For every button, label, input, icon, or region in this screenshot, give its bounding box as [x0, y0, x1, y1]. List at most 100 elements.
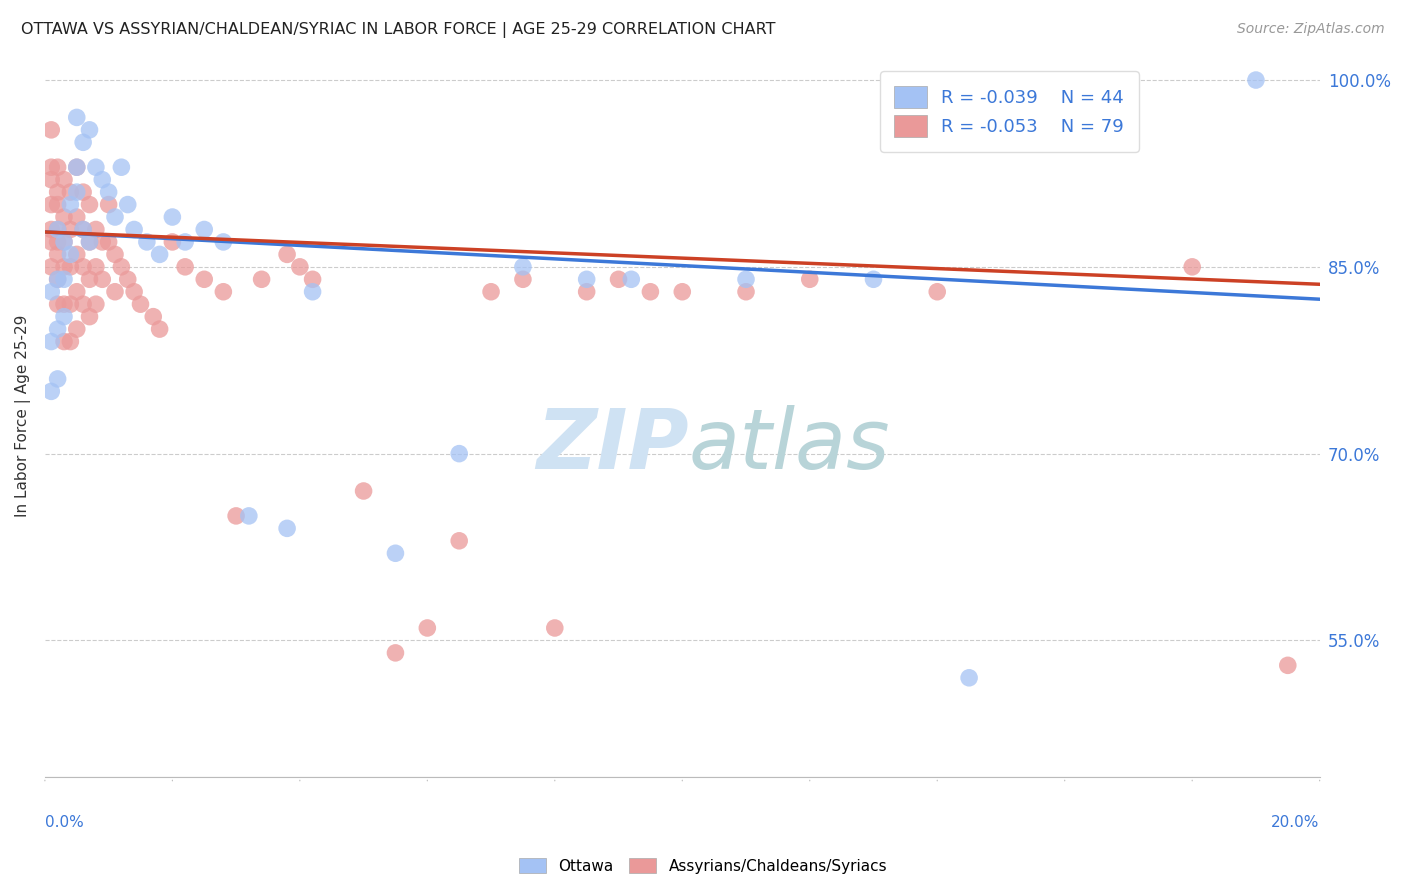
Point [97, 235, 120, 249]
Point [46, 372, 69, 386]
Point [288, 260, 311, 274]
Point [91, 235, 114, 249]
Point [72, 222, 94, 236]
Point [39, 172, 62, 186]
Point [276, 521, 298, 535]
Point [46, 160, 69, 174]
Point [66, 185, 89, 199]
Point [72, 136, 94, 150]
Point [479, 285, 502, 299]
Point [66, 160, 89, 174]
Point [46, 235, 69, 249]
Point [84, 297, 107, 311]
Text: atlas: atlas [689, 405, 890, 485]
Point [174, 260, 197, 274]
Point [53, 235, 76, 249]
Point [66, 160, 89, 174]
Point [104, 247, 127, 261]
Point [149, 247, 172, 261]
Text: ZIP: ZIP [536, 405, 689, 485]
Point [142, 310, 165, 324]
Point [193, 222, 215, 236]
Point [735, 285, 758, 299]
Text: 20.0%: 20.0% [1271, 814, 1320, 830]
Point [193, 272, 215, 286]
Point [39, 334, 62, 349]
Point [46, 185, 69, 199]
Point [39, 160, 62, 174]
Point [544, 621, 567, 635]
Legend: Ottawa, Assyrians/Chaldeans/Syriacs: Ottawa, Assyrians/Chaldeans/Syriacs [513, 852, 893, 880]
Point [79, 310, 101, 324]
Point [84, 260, 107, 274]
Point [79, 235, 101, 249]
Point [575, 285, 598, 299]
Point [46, 247, 69, 261]
Point [66, 322, 89, 336]
Point [117, 197, 139, 211]
Point [575, 272, 598, 286]
Point [39, 123, 62, 137]
Point [149, 322, 172, 336]
Y-axis label: In Labor Force | Age 25-29: In Labor Force | Age 25-29 [15, 315, 31, 517]
Point [84, 222, 107, 236]
Point [162, 210, 184, 224]
Point [250, 272, 273, 286]
Point [238, 508, 260, 523]
Point [53, 235, 76, 249]
Point [72, 260, 94, 274]
Point [66, 111, 89, 125]
Point [862, 272, 884, 286]
Point [46, 297, 69, 311]
Point [449, 533, 471, 548]
Point [59, 197, 82, 211]
Point [72, 185, 94, 199]
Point [117, 272, 139, 286]
Point [46, 272, 69, 286]
Point [53, 334, 76, 349]
Point [122, 222, 145, 236]
Point [276, 247, 298, 261]
Point [79, 272, 101, 286]
Point [640, 285, 662, 299]
Point [72, 222, 94, 236]
Point [104, 210, 127, 224]
Point [91, 272, 114, 286]
Point [110, 160, 132, 174]
Point [46, 272, 69, 286]
Point [91, 172, 114, 186]
Point [1244, 73, 1267, 87]
Point [1181, 260, 1204, 274]
Point [39, 285, 62, 299]
Point [53, 310, 76, 324]
Point [59, 185, 82, 199]
Point [135, 235, 157, 249]
Point [66, 285, 89, 299]
Point [59, 260, 82, 274]
Point [104, 285, 127, 299]
Point [129, 297, 152, 311]
Text: Source: ZipAtlas.com: Source: ZipAtlas.com [1237, 22, 1385, 37]
Point [301, 272, 323, 286]
Point [46, 222, 69, 236]
Point [512, 272, 534, 286]
Point [66, 210, 89, 224]
Point [59, 247, 82, 261]
Point [79, 197, 101, 211]
Point [97, 197, 120, 211]
Point [212, 285, 235, 299]
Point [46, 197, 69, 211]
Point [353, 483, 375, 498]
Point [384, 546, 406, 560]
Point [607, 272, 630, 286]
Point [212, 235, 235, 249]
Point [122, 285, 145, 299]
Point [39, 235, 62, 249]
Point [162, 235, 184, 249]
Point [66, 247, 89, 261]
Point [39, 197, 62, 211]
Point [59, 334, 82, 349]
Point [46, 222, 69, 236]
Point [39, 222, 62, 236]
Point [84, 160, 107, 174]
